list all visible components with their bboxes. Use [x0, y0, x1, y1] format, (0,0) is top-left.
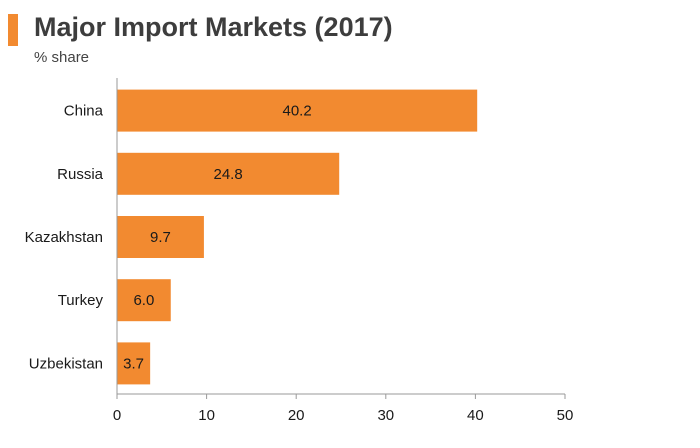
x-tick-label-10: 10 — [198, 407, 215, 424]
category-label-uzbekistan: Uzbekistan — [29, 355, 103, 372]
category-labels-group: China Russia Kazakhstan Turkey Uzbekistan — [25, 103, 104, 373]
chart-title: Major Import Markets (2017) — [34, 12, 393, 42]
x-tick-label-50: 50 — [557, 407, 574, 424]
axes-group: 0 10 20 30 40 50 — [113, 78, 574, 424]
bars-group — [117, 89, 478, 385]
category-label-russia: Russia — [57, 166, 104, 183]
bar-turkey — [117, 279, 171, 322]
title-accent-bar — [8, 14, 18, 46]
x-tick-label-40: 40 — [467, 407, 484, 424]
bar-china — [117, 89, 478, 132]
bar-uzbekistan — [117, 342, 151, 385]
value-labels-group: 40.2 24.8 9.7 6.0 3.7 — [123, 103, 312, 373]
chart-subtitle: % share — [34, 49, 90, 66]
x-tick-label-30: 30 — [377, 407, 394, 424]
bar-russia — [117, 152, 340, 195]
x-tick-label-0: 0 — [113, 407, 121, 424]
value-label-kazakhstan: 9.7 — [150, 229, 171, 246]
x-tick-label-20: 20 — [288, 407, 305, 424]
category-label-china: China — [64, 103, 104, 120]
value-label-uzbekistan: 3.7 — [123, 355, 144, 372]
category-label-kazakhstan: Kazakhstan — [25, 229, 103, 246]
bar-kazakhstan — [117, 216, 204, 258]
category-label-turkey: Turkey — [58, 292, 104, 309]
value-label-china: 40.2 — [282, 103, 311, 120]
value-label-turkey: 6.0 — [133, 292, 154, 309]
value-label-russia: 24.8 — [214, 166, 243, 183]
